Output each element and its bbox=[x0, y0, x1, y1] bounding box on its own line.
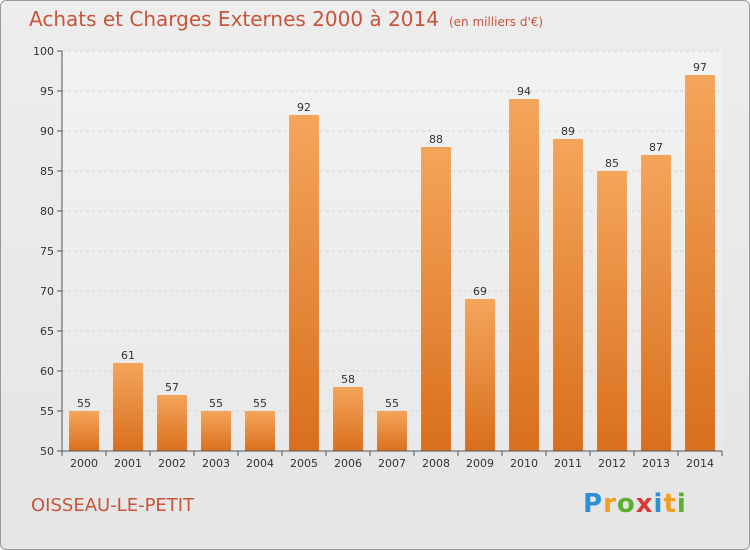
brand-letter: o bbox=[616, 489, 636, 519]
bar bbox=[333, 387, 363, 451]
x-tick-label: 2002 bbox=[158, 457, 186, 470]
bar bbox=[69, 411, 99, 451]
bar bbox=[245, 411, 275, 451]
bar bbox=[685, 75, 715, 451]
y-tick-label: 80 bbox=[40, 205, 54, 218]
bar bbox=[289, 115, 319, 451]
y-tick-label: 90 bbox=[40, 125, 54, 138]
brand-letter: i bbox=[676, 489, 687, 519]
bar-value-label: 57 bbox=[165, 381, 179, 394]
bar bbox=[421, 147, 451, 451]
x-tick-label: 2010 bbox=[510, 457, 538, 470]
x-tick-label: 2009 bbox=[466, 457, 494, 470]
y-tick-label: 60 bbox=[40, 365, 54, 378]
bar-value-label: 97 bbox=[693, 61, 707, 74]
bar bbox=[465, 299, 495, 451]
brand-letter: t bbox=[663, 489, 677, 519]
y-axis-ticks: 50 55 60 65 70 75 80 85 90 95 100 bbox=[33, 45, 62, 458]
chart-unit: (en milliers d'€) bbox=[448, 15, 544, 29]
bar bbox=[597, 171, 627, 451]
brand-letter: x bbox=[635, 489, 654, 519]
bar-value-label: 58 bbox=[341, 373, 355, 386]
chart-title-text: Achats et Charges Externes 2000 à 2014 bbox=[29, 7, 439, 31]
bar bbox=[157, 395, 187, 451]
y-tick-label: 55 bbox=[40, 405, 54, 418]
bar-value-label: 55 bbox=[77, 397, 91, 410]
bar bbox=[113, 363, 143, 451]
brand-letter: r bbox=[603, 489, 617, 519]
x-tick-label: 2013 bbox=[642, 457, 670, 470]
bar-value-label: 94 bbox=[517, 85, 531, 98]
x-axis-ticks: 2000 2001 2002 2003 2004 2005 2006 2007 2008 2009… bbox=[61, 451, 723, 470]
bars bbox=[69, 75, 715, 451]
bar-value-labels: 55 61 57 55 55 92 58 55 88 69 94 89 85 87 97 bbox=[77, 61, 707, 410]
x-tick-label: 2005 bbox=[290, 457, 318, 470]
y-tick-label: 95 bbox=[40, 85, 54, 98]
x-tick-label: 2004 bbox=[246, 457, 274, 470]
commune-name: OISSEAU-LE-PETIT bbox=[31, 495, 195, 516]
x-tick-label: 2014 bbox=[686, 457, 714, 470]
brand-letter: i bbox=[653, 489, 664, 519]
x-tick-label: 2001 bbox=[114, 457, 142, 470]
y-tick-label: 85 bbox=[40, 165, 54, 178]
bar-value-label: 87 bbox=[649, 141, 663, 154]
bar-value-label: 55 bbox=[209, 397, 223, 410]
bar bbox=[201, 411, 231, 451]
x-tick-label: 2008 bbox=[422, 457, 450, 470]
y-tick-label: 65 bbox=[40, 325, 54, 338]
bar bbox=[509, 99, 539, 451]
y-tick-label: 100 bbox=[33, 45, 54, 58]
x-tick-label: 2000 bbox=[70, 457, 98, 470]
x-tick-label: 2007 bbox=[378, 457, 406, 470]
bar bbox=[641, 155, 671, 451]
bar-value-label: 55 bbox=[385, 397, 399, 410]
y-tick-label: 70 bbox=[40, 285, 54, 298]
x-tick-label: 2006 bbox=[334, 457, 362, 470]
bar-value-label: 88 bbox=[429, 133, 443, 146]
x-tick-label: 2003 bbox=[202, 457, 230, 470]
bar-value-label: 92 bbox=[297, 101, 311, 114]
chart-title: Achats et Charges Externes 2000 à 2014 (e… bbox=[29, 7, 543, 31]
bar-value-label: 55 bbox=[253, 397, 267, 410]
x-tick-label: 2011 bbox=[554, 457, 582, 470]
bar-value-label: 85 bbox=[605, 157, 619, 170]
bar-value-label: 61 bbox=[121, 349, 135, 362]
brand-letter: P bbox=[583, 489, 604, 519]
bar-value-label: 69 bbox=[473, 285, 487, 298]
y-tick-label: 75 bbox=[40, 245, 54, 258]
bar bbox=[377, 411, 407, 451]
brand-logo: Proxiti bbox=[583, 489, 687, 519]
bar bbox=[553, 139, 583, 451]
bar-value-label: 89 bbox=[561, 125, 575, 138]
x-tick-label: 2012 bbox=[598, 457, 626, 470]
y-tick-label: 50 bbox=[40, 445, 54, 458]
